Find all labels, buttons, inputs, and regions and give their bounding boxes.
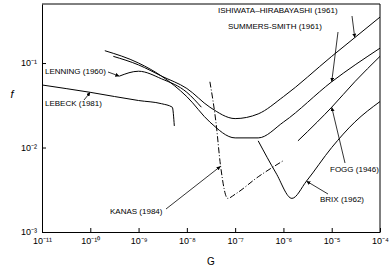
y-axis: 10⁻³ 10⁻² 10⁻¹: [21, 5, 46, 238]
tick: 10⁻³: [21, 227, 46, 237]
x-axis-title: G: [207, 256, 215, 267]
label-arrow: [108, 72, 119, 76]
label-arrow: [332, 32, 338, 82]
axis-line: [42, 5, 43, 233]
series-label: SUMMERS-SMITH (1961): [228, 22, 322, 31]
tick-mark: [332, 228, 333, 232]
tick-label: 10⁻¹⁰: [81, 236, 100, 246]
tick-mark: [235, 228, 236, 232]
series-label: BRIX (1962): [320, 195, 364, 204]
series-label: LENNING (1960): [45, 67, 106, 76]
tick: 10⁻⁷: [228, 228, 244, 246]
series-line: [119, 71, 201, 107]
tick: 10⁻⁶: [276, 228, 293, 246]
tick: 10⁻¹⁰: [81, 228, 100, 246]
label-arrow: [352, 16, 355, 38]
series-label: ISHIWATA–HIRABAYASHI (1961): [218, 6, 338, 15]
tick: 10⁻⁴: [372, 228, 389, 246]
tick-mark: [42, 232, 46, 233]
tick: 10⁻¹: [21, 58, 46, 68]
series-label: KANAS (1984): [110, 207, 163, 216]
tick: 10⁻⁵: [324, 228, 341, 246]
tick: 10⁻⁹: [131, 228, 148, 246]
tick-mark: [42, 148, 46, 149]
series-label: FOGG (1946): [330, 165, 379, 174]
tick-mark: [42, 63, 46, 64]
label-arrow: [306, 181, 328, 194]
series-line: [210, 82, 284, 199]
tick-label: 10⁻⁸: [179, 236, 196, 246]
series-label: LEBECK (1981): [45, 99, 102, 108]
tick: 10⁻⁸: [179, 228, 196, 246]
chart: 10⁻¹¹10⁻¹⁰10⁻⁹10⁻⁸10⁻⁷10⁻⁶10⁻⁵10⁻⁴10⁻³10…: [0, 0, 391, 268]
tick-label: 10⁻⁶: [276, 236, 293, 246]
tick-label: 10⁻⁷: [228, 236, 244, 246]
tick-mark: [380, 228, 381, 232]
x-axis: 10⁻¹¹ 10⁻¹⁰ 10⁻⁹ 10⁻⁸ 10⁻⁷ 10⁻⁶ 10⁻⁵ 10⁻⁴: [33, 228, 389, 246]
frame-right: [380, 4, 381, 232]
tick-mark: [283, 228, 284, 232]
tick-label: 10⁻³: [21, 227, 37, 237]
tick-mark: [187, 228, 188, 232]
series-line: [42, 85, 174, 126]
axis-line: [43, 232, 381, 233]
tick: 10⁻²: [21, 143, 46, 153]
tick-mark: [139, 228, 140, 232]
plot-area: [42, 17, 380, 198]
label-arrow: [166, 166, 221, 209]
tick-label: 10⁻⁴: [372, 236, 389, 246]
frame-top: [42, 4, 380, 5]
series-line: [298, 56, 380, 140]
label-arrow: [332, 107, 345, 163]
series-line: [113, 17, 380, 119]
tick-label: 10⁻¹¹: [33, 236, 52, 246]
tick-label: 10⁻²: [21, 143, 37, 153]
series-line: [258, 102, 380, 199]
tick-label: 10⁻⁹: [131, 236, 148, 246]
series-labels: ISHIWATA–HIRABAYASHI (1961) SUMMERS-SMITH…: [45, 6, 379, 216]
series-line: [105, 48, 380, 138]
tick-label: 10⁻¹: [21, 58, 37, 68]
y-axis-title: f: [10, 88, 14, 100]
tick-label: 10⁻⁵: [324, 236, 341, 246]
tick-mark: [90, 228, 91, 232]
